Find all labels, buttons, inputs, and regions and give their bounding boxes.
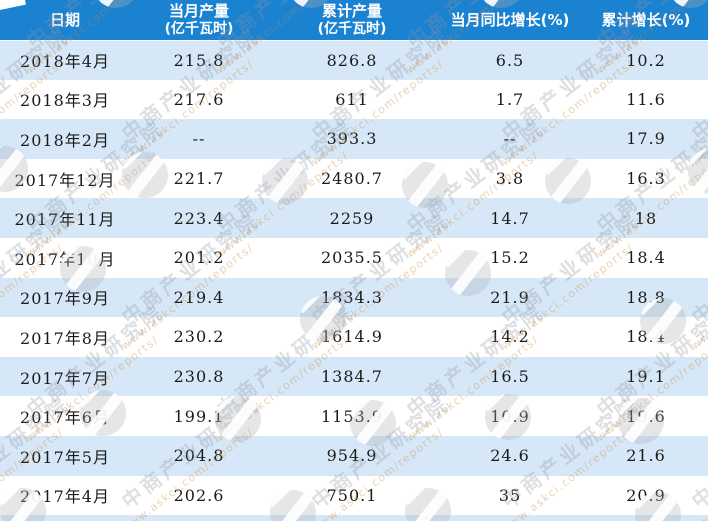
date-cell: 2017年11月: [14, 210, 116, 230]
col-header-unit: (亿千瓦时): [164, 20, 234, 37]
table-row: 2017年8月 230.2 1614.9 14.2 18.4: [0, 317, 708, 357]
value-cell: 15.2: [490, 248, 530, 268]
value-cell: 11.6: [626, 89, 666, 109]
value-cell: 19.1: [626, 367, 666, 387]
value-cell: 750.1: [326, 485, 378, 505]
value-cell: 1614.9: [321, 327, 383, 347]
value-cell: 2035.5: [321, 248, 383, 268]
table-row: 2017年5月 204.8 954.9 24.6 21.6: [0, 435, 708, 476]
table-row: 2017年10月 201.2 2035.5 15.2 18.4: [0, 237, 708, 278]
value-cell: --: [503, 129, 517, 149]
date-cell: 2018年2月: [20, 130, 110, 150]
date-cell: 2017年12月: [14, 170, 116, 190]
value-cell: 2480.7: [321, 169, 383, 189]
value-cell: 16.3: [626, 169, 666, 189]
header-row: 日期 当月产量 (亿千瓦时) 累计产量 (亿千瓦时) 当月同比增长(%) 累计增…: [0, 0, 708, 41]
value-cell: 10.2: [626, 50, 666, 70]
date-cell: 2017年6月: [20, 408, 110, 428]
value-cell: 201.2: [173, 248, 225, 268]
value-cell: 230.8: [173, 367, 225, 387]
value-cell: 19.6: [626, 406, 666, 426]
col-header-cumulative-output: 累计产量 (亿千瓦时): [268, 0, 436, 41]
col-header-label: 日期: [49, 10, 80, 29]
col-header-monthly-output: 当月产量 (亿千瓦时): [130, 0, 268, 41]
value-cell: 199.1: [173, 406, 225, 426]
value-cell: 223.4: [173, 208, 225, 228]
date-cell: 2017年8月: [20, 328, 110, 348]
col-header-label: 当月同比增长(%): [450, 10, 570, 29]
table-row: 2017年7月 230.8 1384.7 16.5 19.1: [0, 356, 708, 397]
date-cell: 2017年5月: [20, 447, 110, 467]
value-cell: 1153.9: [321, 406, 383, 426]
date-cell: 2017年4月: [20, 487, 110, 507]
table-row: 2018年4月 215.8 826.8 6.5 10.2: [0, 40, 708, 80]
value-cell: 215.8: [173, 50, 225, 70]
date-cell: 2017年9月: [20, 289, 110, 309]
value-cell: 3.8: [495, 169, 525, 189]
table-row: 2017年6月 199.1 1153.9 10.9 19.6: [0, 396, 708, 436]
value-cell: 17.9: [626, 129, 666, 149]
col-header-cumulative-growth: 累计增长(%): [584, 0, 708, 41]
date-cell: 2018年4月: [20, 52, 110, 72]
table-row: 2017年9月 219.4 1834.3 21.9 18.8: [0, 277, 708, 318]
value-cell: 219.4: [173, 287, 225, 307]
value-cell: 1834.3: [321, 287, 383, 307]
date-cell: 2018年3月: [20, 91, 110, 111]
value-cell: 202.6: [173, 485, 225, 505]
value-cell: 10.9: [490, 406, 530, 426]
value-cell: 611: [335, 89, 369, 109]
date-cell: 2017年7月: [20, 368, 110, 388]
value-cell: --: [192, 129, 206, 149]
col-header-label: 当月产量: [168, 1, 229, 20]
value-cell: 1384.7: [321, 367, 383, 387]
value-cell: 954.9: [326, 446, 378, 466]
value-cell: 24.6: [490, 446, 530, 466]
col-header-label: 累计产量: [321, 1, 382, 20]
value-cell: 204.8: [173, 446, 225, 466]
value-cell: 16.5: [490, 367, 530, 387]
table-row: 2017年11月 223.4 2259 14.7 18: [0, 198, 708, 238]
table-header: 日期 当月产量 (亿千瓦时) 累计产量 (亿千瓦时) 当月同比增长(%) 累计增…: [0, 0, 708, 41]
date-cell: 2017年10月: [14, 249, 116, 269]
value-cell: 18.4: [626, 327, 666, 347]
col-header-date: 日期: [0, 0, 130, 41]
value-cell: 20.9: [626, 485, 666, 505]
value-cell: 14.2: [490, 327, 530, 347]
table-row: 2018年3月 217.6 611 1.7 11.6: [0, 79, 708, 120]
table-row: 2017年12月 221.7 2480.7 3.8 16.3: [0, 158, 708, 199]
value-cell: 18.4: [626, 248, 666, 268]
table-row: 2018年2月 -- 393.3 -- 17.9: [0, 119, 708, 159]
value-cell: 230.2: [173, 327, 225, 347]
table-body: 2018年4月 215.8 826.8 6.5 10.2 2018年3月 217.6 611 1…: [0, 40, 708, 516]
value-cell: 393.3: [326, 129, 378, 149]
col-header-label: 累计增长(%): [601, 10, 691, 29]
col-header-monthly-yoy-growth: 当月同比增长(%): [436, 0, 584, 41]
value-cell: 221.7: [173, 169, 225, 189]
value-cell: 217.6: [173, 89, 225, 109]
value-cell: 18.8: [626, 287, 666, 307]
table-row: 2017年4月 202.6 750.1 35 20.9: [0, 475, 708, 516]
value-cell: 21.9: [490, 287, 530, 307]
value-cell: 18: [634, 208, 658, 228]
value-cell: 2259: [329, 208, 375, 228]
value-cell: 14.7: [490, 208, 530, 228]
value-cell: 1.7: [495, 89, 525, 109]
value-cell: 826.8: [326, 50, 378, 70]
value-cell: 6.5: [495, 50, 525, 70]
value-cell: 21.6: [626, 446, 666, 466]
col-header-unit: (亿千瓦时): [317, 20, 387, 37]
value-cell: 35: [498, 485, 522, 505]
